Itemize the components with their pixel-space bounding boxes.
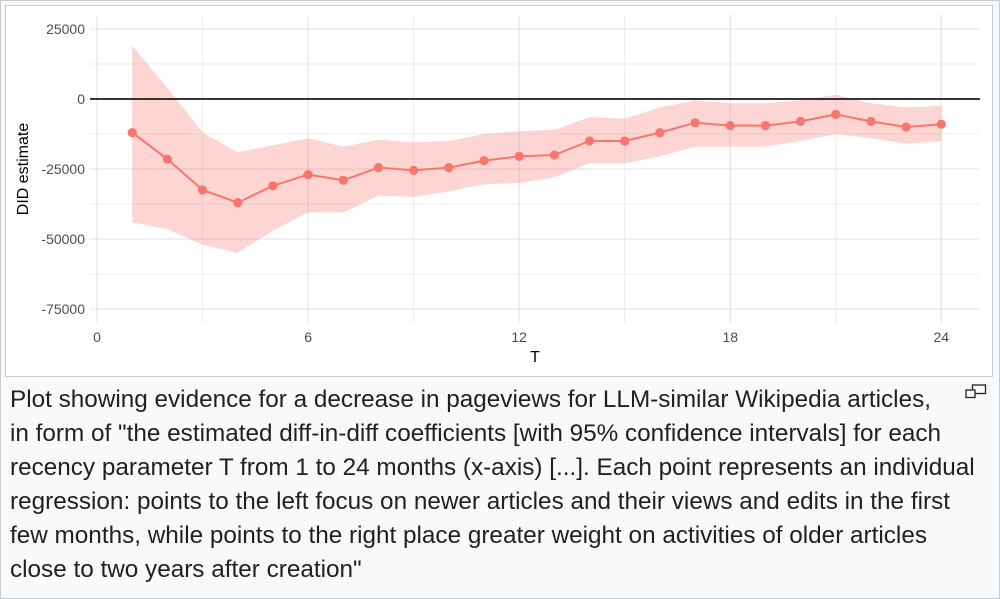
caption-line: Plot showing evidence for a decrease in … — [10, 386, 931, 413]
enlarge-icon-small-frame — [965, 389, 976, 399]
data-point — [795, 116, 806, 126]
data-point — [162, 154, 172, 164]
confidence-band-layer — [132, 45, 942, 253]
enlarge-icon-large-frame — [971, 384, 987, 395]
data-point — [655, 128, 665, 138]
x-tick-label: 0 — [93, 329, 101, 345]
data-point — [338, 175, 348, 185]
y-tick-label: -25000 — [41, 161, 85, 177]
tick-labels: 25000 0 -25000 -50000 -75000 0 6 12 18 24 — [41, 21, 949, 345]
y-tick-label: 0 — [77, 91, 85, 107]
x-tick-label: 6 — [304, 329, 312, 345]
enlarge-icon-glyph — [965, 384, 987, 399]
data-point — [514, 151, 524, 161]
confidence-band — [132, 45, 942, 253]
data-point — [936, 119, 946, 129]
data-point — [233, 198, 243, 208]
caption-line: regression: points to the left focus on … — [10, 488, 950, 515]
chart-image[interactable]: 25000 0 -25000 -50000 -75000 0 6 12 18 24 T DID e… — [5, 5, 993, 377]
caption-line: in form of "the estimated diff-in-diff c… — [10, 420, 942, 447]
x-tick-label: 24 — [934, 329, 950, 345]
enlarge-icon[interactable] — [964, 384, 988, 400]
y-axis-title: DID estimate — [15, 123, 32, 216]
data-point — [479, 156, 489, 166]
data-point — [620, 136, 630, 146]
data-point — [268, 181, 278, 191]
x-tick-label: 12 — [511, 329, 527, 345]
y-tick-label: -50000 — [41, 231, 85, 247]
series-layer — [127, 109, 946, 208]
data-point — [127, 128, 137, 138]
did-estimate-chart: 25000 0 -25000 -50000 -75000 0 6 12 18 24 T DID e… — [15, 15, 980, 366]
data-point — [409, 165, 419, 175]
data-point — [690, 118, 700, 128]
caption-line: recency parameter T from 1 to 24 months … — [10, 454, 975, 481]
data-point — [549, 150, 559, 160]
data-point — [760, 121, 771, 131]
data-point — [584, 136, 595, 146]
data-point — [373, 163, 384, 173]
data-point — [866, 116, 876, 126]
caption-line: few months, while points to the right pl… — [10, 522, 927, 549]
data-point — [831, 109, 841, 119]
x-axis-title: T — [530, 349, 540, 366]
data-point — [197, 185, 208, 195]
data-point — [444, 163, 454, 173]
data-point — [901, 122, 911, 132]
y-tick-label: 25000 — [46, 21, 85, 37]
figure-caption: Plot showing evidence for a decrease in … — [10, 383, 975, 587]
caption-line: close to two years after creation" — [10, 556, 362, 583]
y-tick-label: -75000 — [41, 301, 85, 317]
series-line — [131, 113, 942, 204]
data-point — [303, 170, 313, 180]
data-point — [725, 121, 735, 131]
x-tick-label: 18 — [722, 329, 738, 345]
